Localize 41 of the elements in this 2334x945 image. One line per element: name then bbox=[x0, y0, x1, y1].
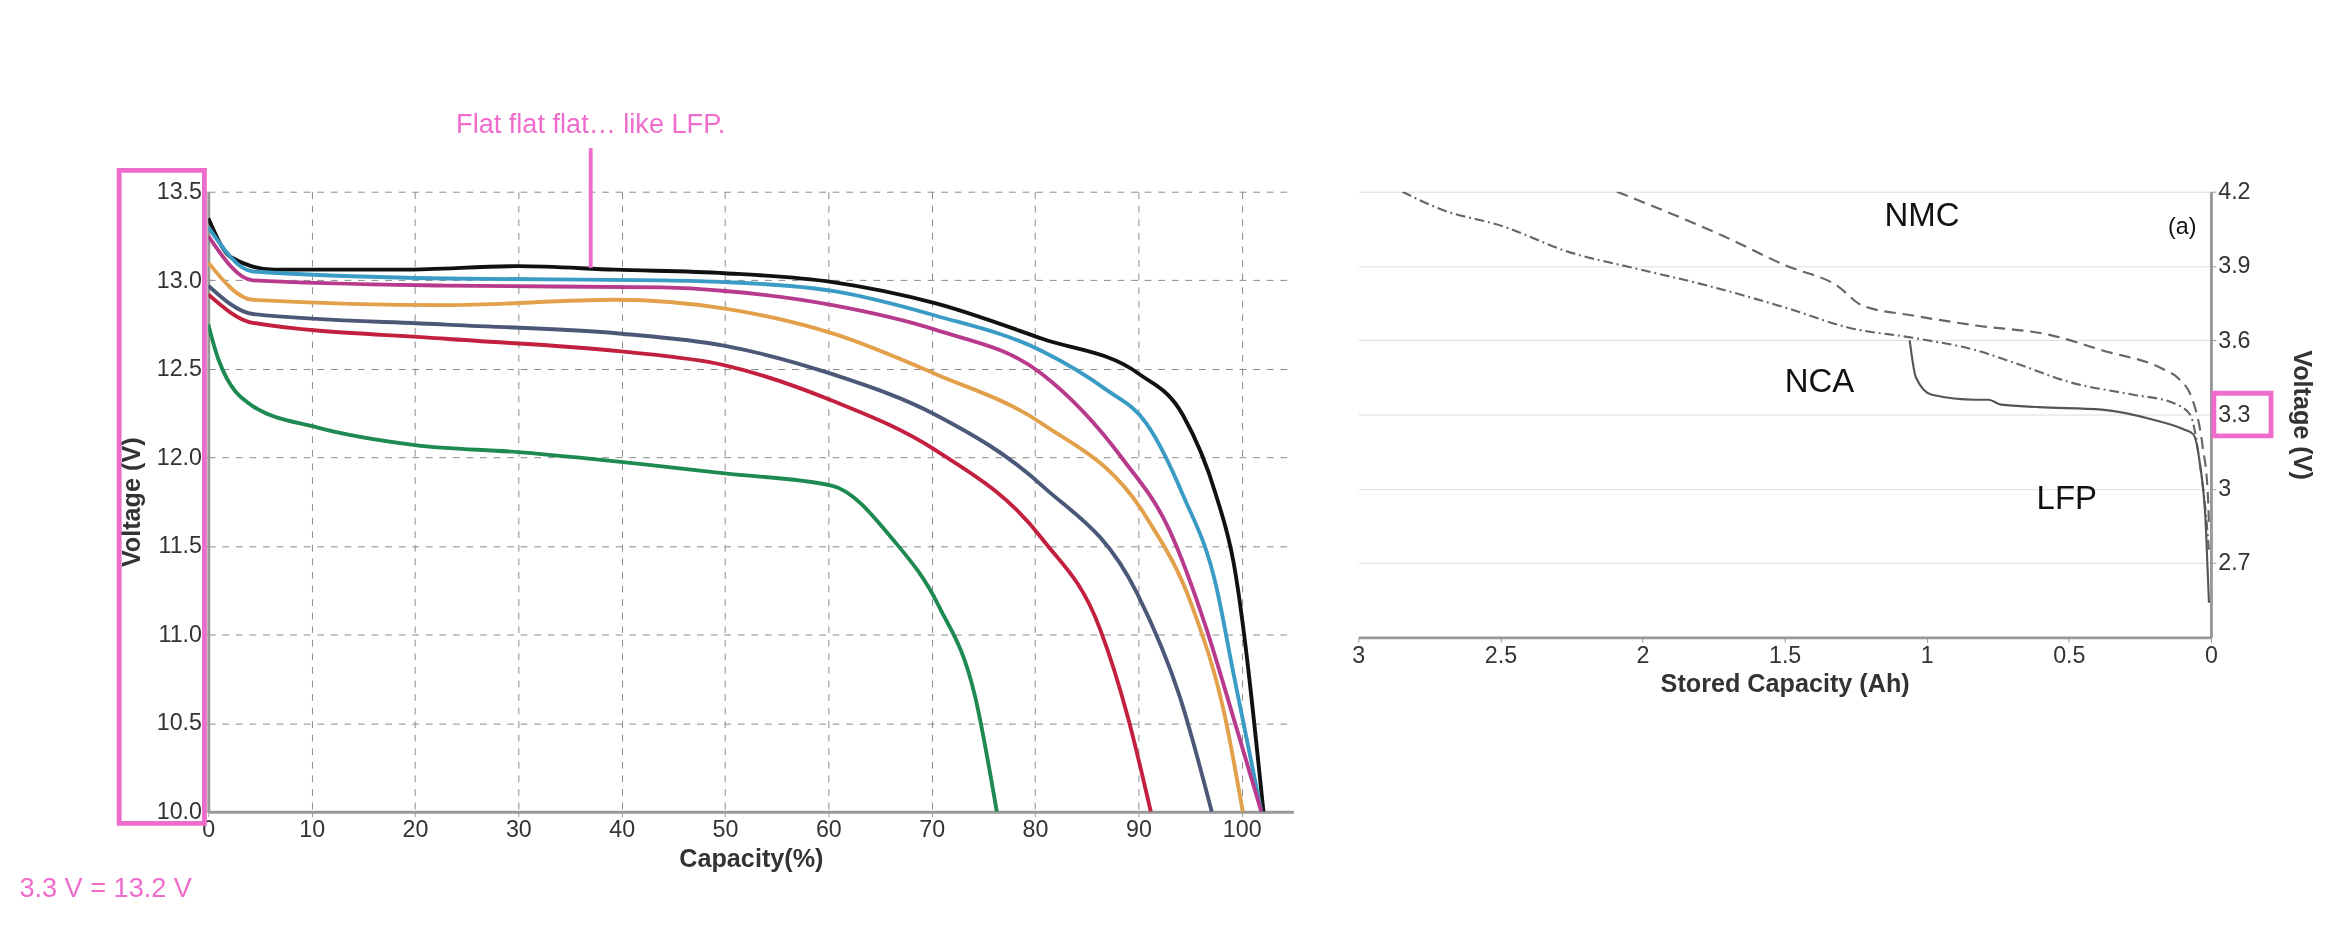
x-tick-label: 10 bbox=[299, 816, 326, 843]
series-label: NCA bbox=[1784, 362, 1855, 400]
x-tick-label: 90 bbox=[1125, 816, 1152, 843]
x-tick-label: 40 bbox=[609, 816, 636, 843]
x-tick-label: 100 bbox=[1222, 816, 1262, 843]
y-tick-label: 3.6 bbox=[2218, 326, 2251, 353]
y-tick-label: 3.9 bbox=[2218, 252, 2251, 279]
y-tick-label: 11.5 bbox=[158, 532, 203, 559]
y-tick-label: 2.7 bbox=[2218, 549, 2251, 576]
y-axis-title: Voltage (V) bbox=[117, 437, 146, 568]
x-tick-label: 0.5 bbox=[2053, 642, 2086, 669]
y-tick-label: 12.0 bbox=[156, 443, 203, 470]
x-tick-label: 2.5 bbox=[1484, 642, 1518, 669]
y-tick-label: 11.0 bbox=[158, 620, 203, 647]
x-tick-label: 70 bbox=[919, 816, 946, 843]
x-tick-label: 30 bbox=[505, 816, 532, 843]
annotation: (a) bbox=[2168, 213, 2197, 240]
x-tick-label: 2 bbox=[1636, 642, 1650, 669]
y-tick-label: 13.0 bbox=[156, 266, 203, 293]
y-tick-label: 3.3 bbox=[2218, 400, 2251, 427]
x-tick-label: 60 bbox=[815, 816, 842, 843]
x-tick-label: 3 bbox=[1352, 642, 1366, 669]
x-tick-label: 80 bbox=[1022, 816, 1049, 843]
x-axis-title: Capacity(%) bbox=[679, 843, 824, 872]
y-tick-label: 4.2 bbox=[2218, 178, 2251, 204]
y-tick-label: 10.5 bbox=[156, 709, 203, 736]
x-axis-title: Stored Capacity (Ah) bbox=[1660, 669, 1910, 698]
x-tick-label: 0 bbox=[2204, 642, 2218, 669]
annotation: Flat flat flat… like LFP. bbox=[456, 107, 726, 139]
x-tick-label: 1 bbox=[1920, 642, 1934, 669]
x-tick-label: 50 bbox=[712, 816, 739, 843]
y-tick-label: 13.5 bbox=[156, 178, 203, 204]
x-tick-label: 1.5 bbox=[1768, 642, 1802, 669]
text: LFP bbox=[2036, 478, 2097, 516]
y-tick-label: 10.0 bbox=[156, 798, 203, 825]
x-tick-label: 20 bbox=[402, 816, 429, 843]
y-tick-label: 12.5 bbox=[156, 355, 203, 382]
text: NMC bbox=[1884, 195, 1960, 233]
y-axis-title: Voltage (V) bbox=[2289, 350, 2318, 480]
text: 3.3 V = 13.2 V bbox=[19, 872, 192, 904]
y-tick-label: 3 bbox=[2218, 475, 2232, 502]
